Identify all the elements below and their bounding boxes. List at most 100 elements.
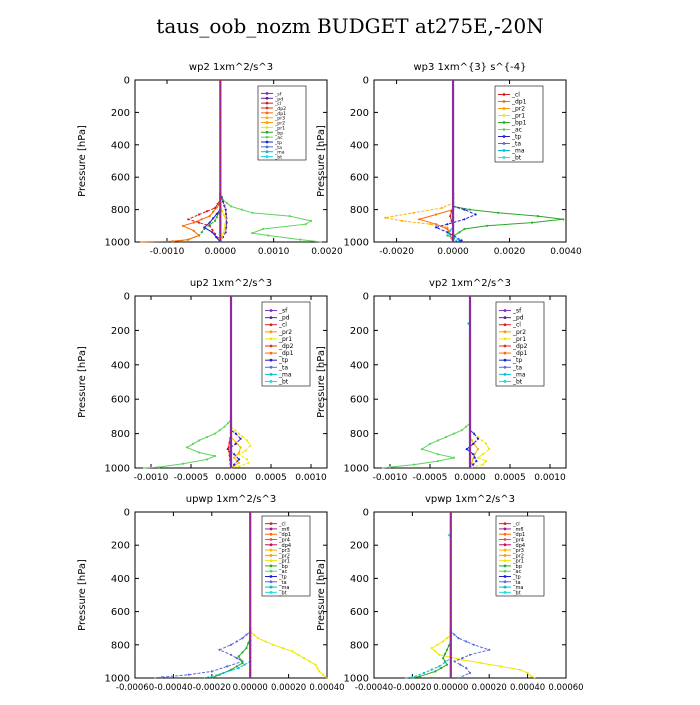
- y-tick-label: 400: [350, 140, 369, 151]
- y-tick-label: 800: [111, 640, 130, 651]
- series-marker: [185, 446, 189, 449]
- legend-box: [495, 301, 545, 387]
- legend-marker: [502, 100, 506, 103]
- series-marker: [291, 650, 294, 653]
- legend-marker: [502, 135, 506, 138]
- series-marker: [445, 648, 449, 651]
- series-marker: [247, 461, 250, 464]
- series-marker: [418, 218, 421, 221]
- series-marker: [241, 637, 244, 640]
- series-marker: [191, 442, 195, 445]
- legend-marker: [265, 145, 269, 149]
- x-tick-label: 0.00000: [433, 683, 468, 693]
- series-marker: [434, 650, 437, 653]
- series-marker: [442, 657, 445, 660]
- legend-marker: [269, 323, 273, 327]
- legend-label: _bp: [274, 130, 283, 136]
- y-tick-label: 600: [111, 173, 130, 184]
- legend-label: _ma: [512, 371, 526, 378]
- series-marker: [235, 640, 238, 643]
- x-tick-label: 0.0020: [494, 247, 526, 257]
- series-marker: [213, 454, 217, 458]
- series-marker: [234, 442, 237, 445]
- series-marker: [272, 643, 275, 646]
- series-marker: [476, 448, 480, 451]
- legend-label: _bt: [274, 155, 282, 161]
- series-marker: [205, 435, 209, 439]
- legend-label: _bt: [511, 155, 522, 162]
- series-marker: [436, 643, 439, 646]
- series-line-pr2: [385, 80, 454, 243]
- series-marker: [436, 460, 440, 463]
- series-line-pr1: [469, 296, 490, 469]
- series-marker: [411, 676, 414, 679]
- legend-label: _ma: [278, 585, 289, 591]
- series-marker: [472, 453, 475, 456]
- series-marker: [239, 437, 242, 440]
- legend-marker: [269, 585, 273, 589]
- panel-title: up2 1xm^2/s^3: [190, 278, 272, 289]
- x-tick-label: 0.0000: [454, 473, 486, 483]
- legend-marker: [265, 135, 269, 139]
- series-marker: [484, 442, 488, 445]
- legend-marker: [265, 121, 269, 124]
- y-tick-label: 400: [350, 360, 369, 371]
- y-axis-label: Pressure [hPa]: [77, 346, 88, 418]
- series-marker: [446, 227, 449, 231]
- legend-marker: [269, 548, 273, 552]
- series-marker: [447, 644, 450, 647]
- series-marker: [251, 211, 254, 214]
- series-marker: [453, 660, 456, 663]
- series-marker: [468, 208, 472, 211]
- legend-label: _sf: [274, 91, 282, 97]
- legend-label: _dp1: [512, 532, 525, 538]
- panel-2: up2 1xm^2/s^3 Pressure [hPa] 0 200 400 600 800…: [77, 278, 328, 483]
- series-marker: [224, 212, 228, 215]
- series-marker: [187, 673, 190, 676]
- legend-label: _cl: [512, 322, 521, 329]
- legend-marker: [502, 156, 506, 159]
- series-marker: [472, 432, 476, 435]
- legend-marker: [269, 358, 273, 362]
- legend-label: _pd: [278, 315, 290, 322]
- legend-marker: [502, 142, 506, 145]
- legend-label: _dp4: [278, 543, 291, 549]
- legend-label: _ac: [512, 569, 522, 575]
- panel-1: wp3 1xm^{3} s^{-4} Pressure [hPa] 0 200 400 6…: [316, 62, 582, 257]
- x-tick-label: 0.0000: [215, 473, 247, 483]
- legend-label: _pr3: [274, 116, 285, 122]
- series-marker: [208, 221, 211, 224]
- panel-title: vp2 1xm^2/s^3: [429, 278, 511, 289]
- series-marker: [211, 231, 214, 234]
- legend-label: _tp: [512, 357, 522, 364]
- series-marker: [237, 655, 240, 658]
- x-tick-label: 0.00000: [233, 683, 268, 693]
- legend-marker: [502, 128, 506, 131]
- series-marker: [473, 453, 476, 456]
- y-tick-label: 800: [111, 429, 130, 440]
- legend-marker: [265, 96, 269, 100]
- plot-frame: [373, 511, 567, 679]
- y-tick-label: 400: [111, 140, 130, 151]
- y-tick-label: 1000: [344, 674, 369, 685]
- series-marker: [205, 210, 209, 213]
- series-line-ma: [404, 512, 452, 679]
- series-marker: [322, 673, 325, 676]
- series-marker: [475, 460, 478, 463]
- series-marker: [474, 213, 477, 216]
- legend-label: _ma: [274, 151, 285, 156]
- x-tick-label: 0.00040: [510, 683, 545, 693]
- legend-label: _ac: [274, 136, 283, 141]
- x-tick-label: 0.0010: [295, 473, 327, 483]
- legend-marker: [269, 330, 273, 334]
- series-marker: [430, 668, 433, 671]
- series-marker: [446, 226, 449, 229]
- legend-marker: [269, 569, 273, 573]
- legend-label: _ta: [274, 145, 282, 151]
- legend-marker: [265, 155, 269, 158]
- series-marker: [480, 662, 483, 665]
- series-marker: [218, 648, 221, 651]
- series-marker: [536, 215, 539, 218]
- legend-label: _ac: [511, 127, 522, 134]
